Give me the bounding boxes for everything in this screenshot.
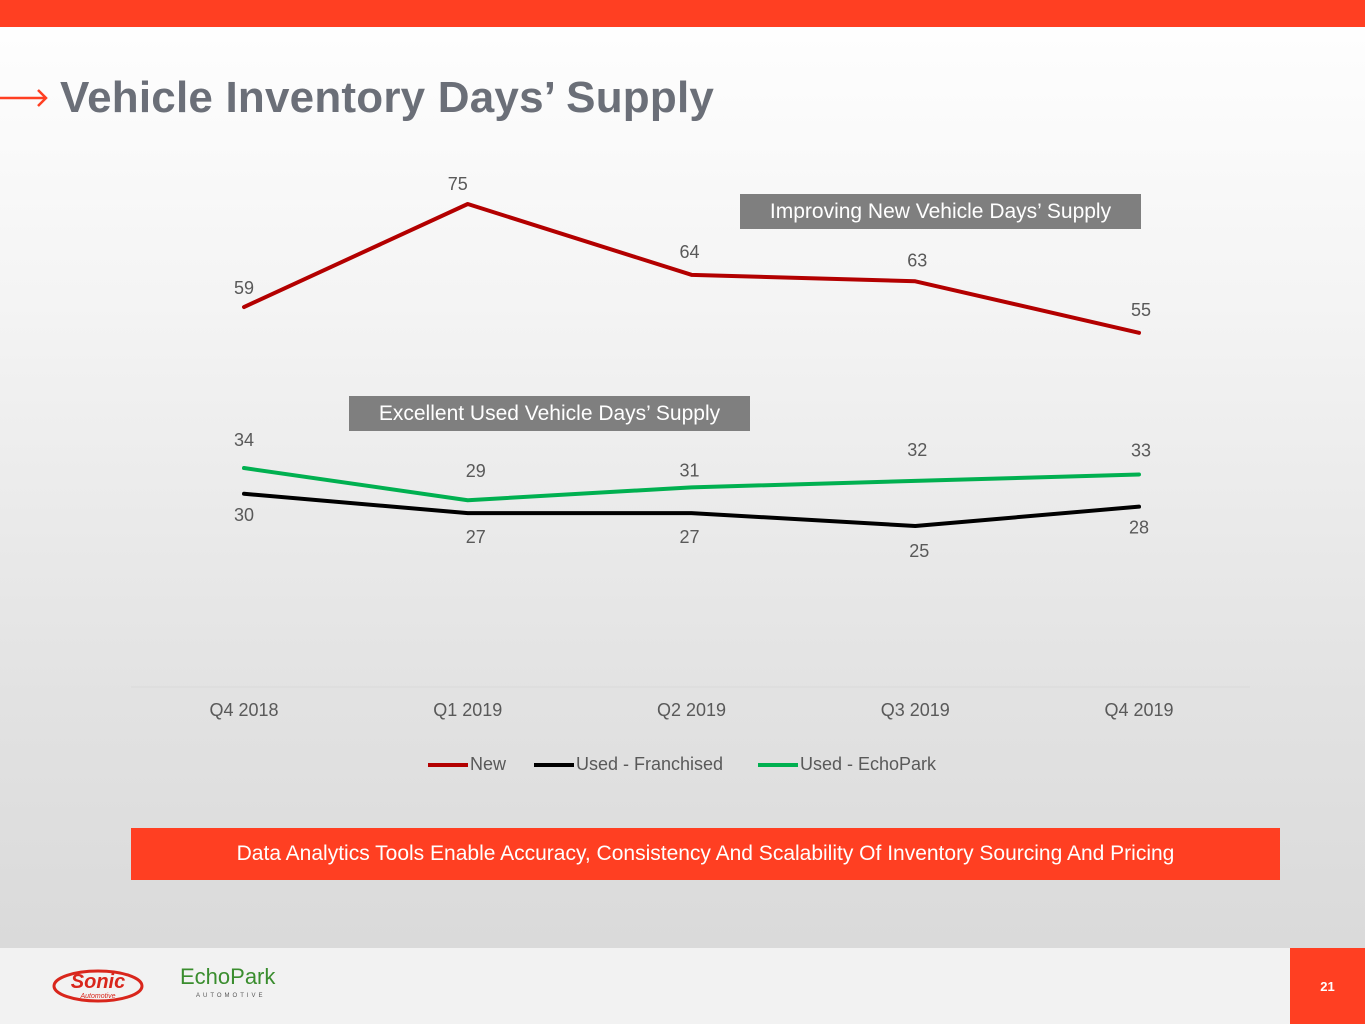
- legend-label-used-echopark: Used - EchoPark: [800, 754, 937, 774]
- legend-item-new: New: [428, 754, 506, 775]
- legend-swatch-used-franchised: [534, 762, 574, 767]
- data-label-used-echopark: 29: [466, 461, 486, 481]
- sonic-logo-word: Sonic: [71, 971, 125, 993]
- data-label-used-franchised: 27: [466, 527, 486, 547]
- x-tick-label: Q1 2019: [433, 700, 502, 720]
- data-label-new: 55: [1131, 300, 1151, 320]
- series-line-new: [242, 202, 1141, 335]
- footer: [0, 948, 1365, 1024]
- title-row: Vehicle Inventory Days’ Supply: [0, 68, 714, 128]
- chart-legend: New Used - Franchised Used - EchoPark: [0, 754, 1365, 780]
- legend-label-new: New: [470, 754, 507, 774]
- data-label-used-echopark: 33: [1131, 440, 1151, 460]
- data-label-new: 59: [234, 278, 254, 298]
- arrow-right-icon: [0, 89, 48, 107]
- x-tick-label: Q4 2018: [209, 700, 278, 720]
- sonic-automotive-logo: Sonic Automotive: [52, 969, 144, 1003]
- callout-used-vehicle: Excellent Used Vehicle Days’ Supply: [349, 396, 750, 431]
- legend-swatch-new: [428, 762, 468, 767]
- legend-item-used-franchised: Used - Franchised: [534, 754, 723, 775]
- data-label-new: 75: [448, 174, 468, 194]
- page-title: Vehicle Inventory Days’ Supply: [60, 73, 715, 122]
- sonic-logo-sub: Automotive: [79, 993, 115, 1000]
- legend-item-used-echopark: Used - EchoPark: [758, 754, 936, 775]
- echopark-logo-sub: AUTOMOTIVE: [196, 993, 266, 999]
- data-label-new: 63: [907, 250, 927, 270]
- legend-label-used-franchised: Used - Franchised: [576, 754, 724, 774]
- line-chart: Q4 2018 Q1 2019 Q2 2019 Q3 2019 Q4 2019 59 75 6…: [131, 174, 1250, 720]
- legend-swatch-used-echopark: [758, 762, 798, 767]
- x-tick-label: Q3 2019: [881, 700, 950, 720]
- series-line-used-echopark: [242, 466, 1141, 503]
- callout-new-vehicle: Improving New Vehicle Days’ Supply: [740, 194, 1141, 229]
- top-accent-bar: [0, 0, 1365, 27]
- data-label-used-echopark: 32: [907, 440, 927, 460]
- data-label-used-echopark: 34: [234, 430, 254, 450]
- data-label-new: 64: [679, 242, 699, 262]
- summary-banner: Data Analytics Tools Enable Accuracy, Co…: [131, 828, 1280, 880]
- data-label-used-franchised: 30: [234, 505, 254, 525]
- data-label-used-echopark: 31: [679, 460, 699, 480]
- data-label-used-franchised: 27: [679, 527, 699, 547]
- x-tick-label: Q2 2019: [657, 700, 726, 720]
- data-label-used-franchised: 25: [909, 541, 929, 561]
- data-label-used-franchised: 28: [1129, 518, 1149, 538]
- x-tick-label: Q4 2019: [1104, 700, 1173, 720]
- echopark-logo: EchoPark AUTOMOTIVE: [180, 964, 280, 1004]
- page-number: 21: [1290, 948, 1365, 1024]
- echopark-logo-word: EchoPark: [180, 964, 276, 989]
- series-line-used-franchised: [242, 491, 1141, 528]
